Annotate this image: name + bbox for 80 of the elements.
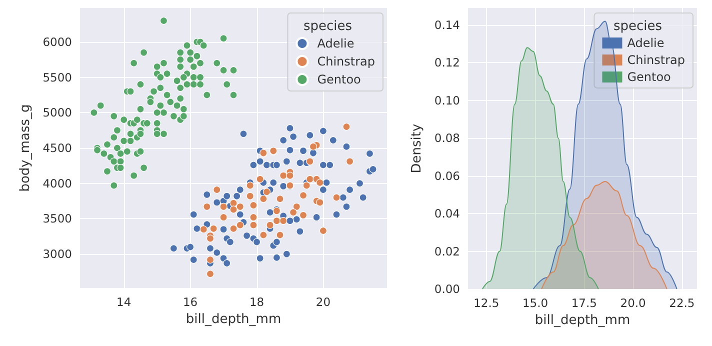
point: [342, 122, 350, 131]
y-tick-label: 0.12: [434, 56, 460, 70]
legend-label: Adelie: [627, 36, 664, 50]
point: [220, 202, 228, 210]
point: [299, 211, 308, 219]
point: [250, 201, 258, 210]
point: [246, 192, 254, 200]
x-tick-label: 22.5: [669, 296, 695, 310]
point: [266, 221, 274, 229]
point: [236, 221, 244, 229]
y-tick-label: 0.10: [434, 93, 460, 108]
legend-title: species: [613, 19, 662, 34]
y-tick-label: 0.14: [434, 18, 460, 32]
point: [206, 270, 214, 278]
legend-label: Chinstrap: [627, 53, 686, 67]
point: [280, 172, 288, 180]
legend-label: Adelie: [317, 36, 354, 50]
x-tick-label: 12.5: [474, 296, 500, 310]
point: [236, 202, 244, 210]
point: [332, 194, 340, 202]
legend-title: species: [303, 19, 352, 34]
point: [256, 175, 264, 183]
point: [316, 198, 324, 206]
legend-label: Gentoo: [317, 72, 361, 86]
point: [290, 208, 298, 216]
x-tick-label: 20: [316, 295, 331, 309]
point: [302, 182, 310, 190]
y-tick-label: 5000: [42, 106, 72, 120]
y-tick-label: 5500: [42, 70, 72, 84]
x-tick-label: 17.5: [571, 296, 597, 310]
y-axis-title: body_mass_g: [18, 104, 33, 192]
point: [210, 224, 218, 232]
point: [206, 256, 214, 264]
point: [262, 188, 271, 196]
point: [250, 221, 258, 229]
point: [230, 199, 238, 207]
y-tick-label: 4500: [42, 141, 72, 155]
x-tick-label: 14: [116, 295, 132, 309]
point: [260, 195, 268, 203]
point: [230, 224, 238, 232]
point: [203, 202, 211, 210]
x-axis-title: bill_depth_mm: [186, 312, 282, 327]
point: [220, 213, 228, 222]
y-tick-label: 6000: [42, 34, 72, 49]
point: [306, 175, 314, 183]
point: [272, 217, 280, 225]
point: [276, 195, 284, 203]
y-tick-label: 0.00: [434, 282, 460, 296]
y-tick-label: 3000: [42, 247, 72, 262]
legend-label: Chinstrap: [317, 54, 376, 68]
point: [206, 234, 214, 242]
y-axis-title: Density: [409, 123, 424, 174]
y-tick-label: 0.08: [434, 131, 460, 146]
point: [200, 226, 208, 234]
y-tick-label: 0.06: [434, 168, 460, 183]
x-axis-title: bill_depth_mm: [534, 312, 630, 328]
point: [246, 182, 254, 190]
x-tick-label: 16: [182, 295, 198, 309]
point: [230, 206, 238, 214]
point: [280, 217, 288, 225]
point: [319, 226, 328, 235]
point: [306, 158, 314, 166]
point: [316, 178, 324, 186]
legend-label: Gentoo: [627, 70, 671, 84]
x-tick-label: 15.0: [522, 296, 548, 310]
point: [260, 231, 268, 239]
y-tick-label: 0.04: [434, 206, 460, 221]
point: [250, 213, 258, 222]
point: [299, 192, 308, 200]
x-tick-label: 20.0: [620, 296, 646, 310]
point: [309, 142, 318, 150]
point: [213, 186, 221, 194]
y-tick-label: 4000: [42, 176, 72, 190]
point: [286, 172, 294, 180]
point: [276, 231, 284, 239]
point: [292, 202, 300, 210]
point: [346, 158, 354, 166]
x-tick-label: 18: [249, 295, 264, 309]
y-tick-label: 3500: [42, 212, 72, 226]
y-tick-label: 0.02: [434, 244, 460, 258]
